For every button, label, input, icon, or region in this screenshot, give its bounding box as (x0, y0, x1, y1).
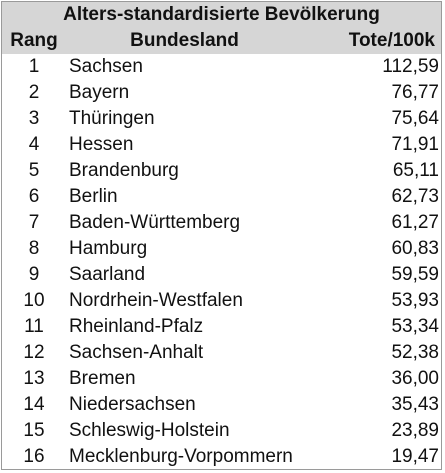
rank-cell: 9 (28, 264, 40, 285)
value-cell: 59,59 (391, 264, 439, 285)
table-row: 6 Berlin 62,73 (2, 184, 441, 210)
value-cell: 52,38 (391, 342, 439, 363)
rank-cell: 2 (28, 82, 40, 103)
state-cell: Saarland (69, 264, 146, 285)
rank-cell: 16 (23, 446, 45, 467)
rank-cell: 3 (28, 108, 40, 129)
state-cell: Nordrhein-Westfalen (69, 290, 243, 311)
table-row: 8 Hamburg 60,83 (2, 236, 441, 262)
table-body: 1 Sachsen 112,59 2 Bayern 76,77 3 Thüringen 75,6… (2, 54, 441, 470)
value-cell: 19,47 (391, 446, 439, 467)
state-cell: Bayern (69, 82, 130, 103)
table-header: Alters-standardisierte Bevölkerung Rang … (2, 2, 441, 54)
value-cell: 53,93 (391, 290, 439, 311)
rank-cell: 12 (23, 342, 45, 363)
table-row: 10 Nordrhein-Westfalen 53,93 (2, 288, 441, 314)
rank-cell: 4 (28, 134, 40, 155)
value-cell: 62,73 (391, 186, 439, 207)
state-cell: Thüringen (69, 108, 155, 129)
value-cell: 60,83 (391, 238, 439, 259)
rank-cell: 7 (28, 212, 40, 233)
table-row: 16 Mecklenburg-Vorpommern 19,47 (2, 444, 441, 470)
state-cell: Sachsen (69, 56, 143, 77)
state-cell: Hamburg (69, 238, 148, 259)
value-cell: 61,27 (391, 212, 439, 233)
state-cell: Niedersachsen (69, 394, 196, 415)
value-cell: 36,00 (391, 368, 439, 389)
value-cell: 23,89 (391, 420, 439, 441)
table-row: 7 Baden-Württemberg 61,27 (2, 210, 441, 236)
table-row: 11 Rheinland-Pfalz 53,34 (2, 314, 441, 340)
value-cell: 35,43 (391, 394, 439, 415)
table-row: 3 Thüringen 75,64 (2, 106, 441, 132)
table-row: 4 Hessen 71,91 (2, 132, 441, 158)
state-cell: Baden-Württemberg (69, 212, 241, 233)
rank-cell: 14 (23, 394, 45, 415)
rank-cell: 10 (23, 290, 45, 311)
value-cell: 71,91 (391, 134, 439, 155)
state-cell: Hessen (69, 134, 134, 155)
rank-cell: 6 (28, 186, 40, 207)
rank-cell: 15 (23, 420, 45, 441)
rank-cell: 13 (23, 368, 45, 389)
table-title: Alters-standardisierte Bevölkerung (63, 4, 380, 25)
value-cell: 53,34 (391, 316, 439, 337)
column-headers: Rang Bundesland Tote/100k (2, 28, 441, 54)
column-header-value: Tote/100k (348, 30, 435, 51)
table-row: 13 Bremen 36,00 (2, 366, 441, 392)
column-header-state: Bundesland (130, 30, 239, 51)
rank-cell: 5 (28, 160, 40, 181)
table-row: 15 Schleswig-Holstein 23,89 (2, 418, 441, 444)
table-row: 12 Sachsen-Anhalt 52,38 (2, 340, 441, 366)
state-cell: Schleswig-Holstein (69, 420, 230, 441)
rank-cell: 1 (28, 56, 40, 77)
state-cell: Bremen (69, 368, 136, 389)
table-row: 2 Bayern 76,77 (2, 80, 441, 106)
value-cell: 112,59 (382, 56, 439, 77)
table-row: 14 Niedersachsen 35,43 (2, 392, 441, 418)
table-row: 1 Sachsen 112,59 (2, 54, 441, 80)
state-cell: Berlin (69, 186, 118, 207)
state-cell: Mecklenburg-Vorpommern (69, 446, 293, 467)
state-cell: Rheinland-Pfalz (69, 316, 204, 337)
table-row: 9 Saarland 59,59 (2, 262, 441, 288)
value-cell: 75,64 (391, 108, 439, 129)
state-cell: Sachsen-Anhalt (69, 342, 204, 363)
value-cell: 65,11 (392, 160, 439, 181)
value-cell: 76,77 (391, 82, 439, 103)
table-row: 5 Brandenburg 65,11 (2, 158, 441, 184)
rank-cell: 8 (28, 238, 40, 259)
rank-cell: 11 (24, 316, 44, 337)
column-header-rank: Rang (10, 30, 58, 51)
state-cell: Brandenburg (69, 160, 179, 181)
